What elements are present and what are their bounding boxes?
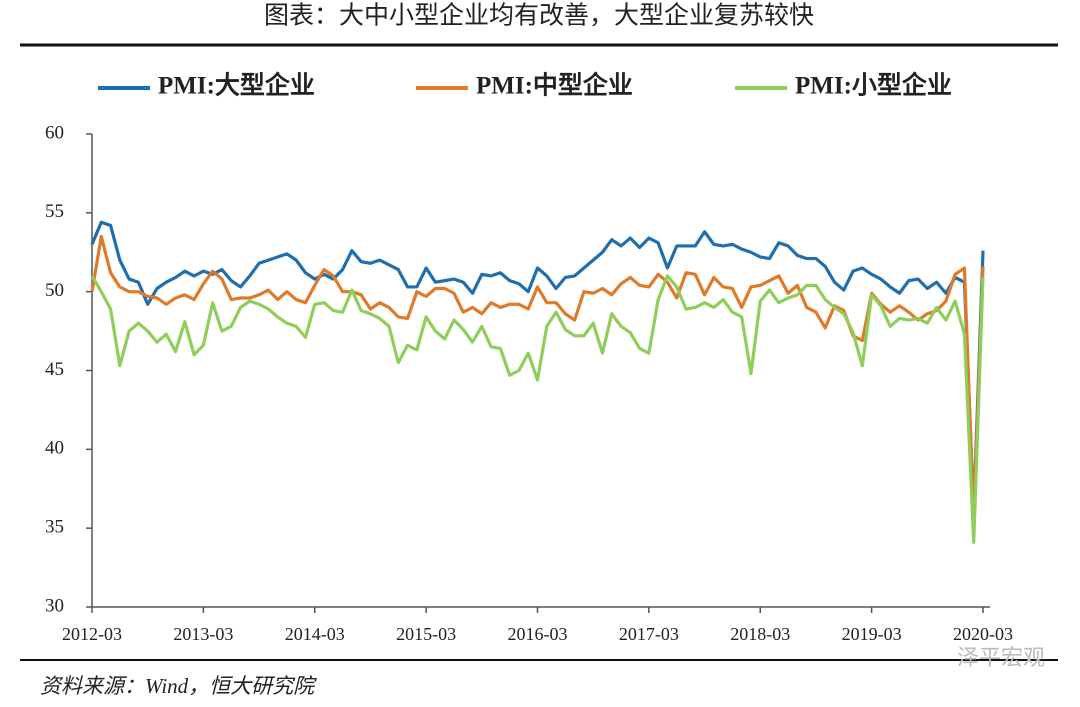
legend-label: PMI:大型企业 bbox=[158, 71, 315, 100]
y-tick-label: 30 bbox=[45, 595, 64, 616]
chart-title: 图表：大中小型企业均有改善，大型企业复苏较快 bbox=[264, 2, 814, 30]
series-line bbox=[90, 274, 985, 544]
legend-label: PMI:中型企业 bbox=[476, 71, 633, 100]
x-tick-label: 2017-03 bbox=[619, 624, 679, 644]
x-tick-label: 2018-03 bbox=[730, 624, 790, 644]
x-tick-label: 2020-03 bbox=[953, 624, 1013, 644]
y-tick-label: 40 bbox=[45, 438, 64, 459]
x-tick-label: 2015-03 bbox=[396, 624, 456, 644]
y-tick-label: 35 bbox=[45, 517, 64, 538]
y-tick-label: 50 bbox=[45, 280, 64, 301]
watermark: 泽平宏观 bbox=[957, 645, 1045, 670]
y-tick-label: 60 bbox=[45, 122, 64, 143]
x-tick-label: 2013-03 bbox=[173, 624, 233, 644]
y-tick-label: 55 bbox=[45, 201, 64, 222]
source-note: 资料来源：Wind，恒大研究院 bbox=[40, 674, 317, 698]
legend-label: PMI:小型企业 bbox=[795, 71, 952, 100]
x-tick-label: 2014-03 bbox=[285, 624, 345, 644]
x-tick-label: 2012-03 bbox=[62, 624, 122, 644]
series-line bbox=[90, 220, 985, 514]
y-tick-label: 45 bbox=[45, 359, 64, 380]
x-tick-label: 2019-03 bbox=[842, 624, 902, 644]
x-tick-label: 2016-03 bbox=[508, 624, 568, 644]
